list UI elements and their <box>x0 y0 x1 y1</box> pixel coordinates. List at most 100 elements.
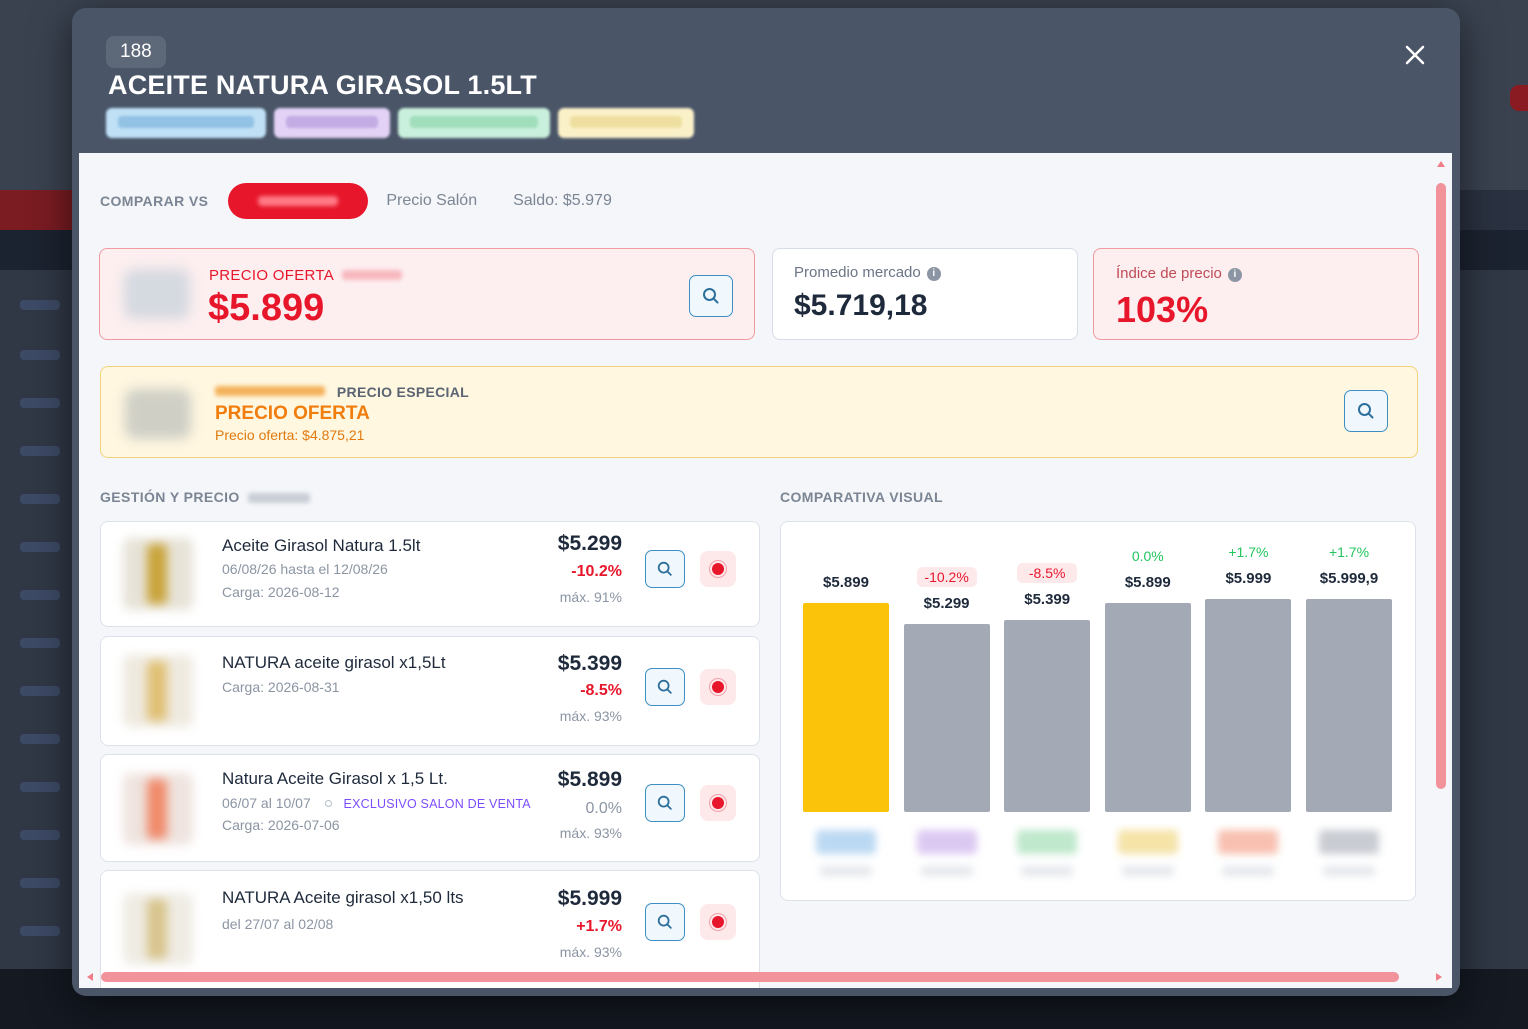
offer-label: PRECIO OFERTA <box>209 267 335 284</box>
tag-4[interactable] <box>558 108 694 138</box>
item-pct: -8.5% <box>580 682 622 699</box>
bar-value-label: $5.999,9 <box>1319 570 1379 587</box>
legend-item <box>1117 830 1178 854</box>
price-index-card: Índice de precio i 103% <box>1093 248 1419 340</box>
product-modal: 188 ACEITE NATURA GIRASOL 1.5LT COMPARAR… <box>72 8 1460 996</box>
list-item[interactable]: Aceite Girasol Natura 1.5lt 06/08/26 has… <box>100 521 760 627</box>
list-item[interactable]: Natura Aceite Girasol x 1,5 Lt. 06/07 al… <box>100 754 760 862</box>
remove-icon[interactable] <box>700 551 736 587</box>
list-item[interactable]: NATURA aceite girasol x1,5Lt Carga: 2026… <box>100 636 760 746</box>
remove-icon[interactable] <box>700 669 736 705</box>
search-icon[interactable] <box>1344 390 1388 432</box>
exclusive-badge: EXCLUSIVO SALON DE VENTA <box>343 797 531 811</box>
item-max: máx. 93% <box>559 944 622 960</box>
offer-price-card: PRECIO OFERTA $5.899 <box>99 248 755 340</box>
search-icon[interactable] <box>645 903 685 941</box>
search-icon[interactable] <box>645 784 685 822</box>
bar-pct-label: -10.2% <box>916 567 977 587</box>
item-load: Carga: 2026-08-12 <box>222 584 340 600</box>
product-thumbnail <box>123 893 193 965</box>
product-thumbnail <box>123 655 193 727</box>
chart-area: $5.899 $5.299 -10.2% $5.399 -8.5% $5.899 0.0% $… <box>781 522 1415 900</box>
tag-2[interactable] <box>274 108 390 138</box>
market-average-value: $5.719,18 <box>794 289 928 322</box>
product-id-badge: 188 <box>106 36 166 68</box>
item-price: $5.299 <box>557 532 622 555</box>
tag-3[interactable] <box>398 108 550 138</box>
chart-bar <box>803 603 889 812</box>
promo-tag-blur <box>215 386 325 396</box>
special-label: PRECIO ESPECIAL <box>336 384 469 400</box>
product-thumbnail <box>123 538 193 610</box>
special-thumbnail <box>125 389 191 439</box>
item-max: máx. 93% <box>559 708 622 724</box>
bar-value-label: $5.899 <box>1124 574 1171 591</box>
item-pct: +1.7% <box>576 918 622 935</box>
market-average-label: Promedio mercado <box>794 264 921 281</box>
search-icon[interactable] <box>645 668 685 706</box>
remove-icon[interactable] <box>700 785 736 821</box>
item-dates: 06/08/26 hasta el 12/08/26 <box>222 561 388 577</box>
offer-price: $5.899 <box>208 287 325 329</box>
bar-pct-label: -8.5% <box>1017 563 1078 583</box>
item-load: Carga: 2026-07-06 <box>222 817 340 833</box>
chart-bar <box>903 624 990 812</box>
bar-pct-label: +1.7% <box>1328 544 1370 560</box>
vertical-scrollbar[interactable] <box>1436 161 1446 981</box>
legend-item <box>816 830 876 854</box>
legend-sublabel <box>1222 866 1275 876</box>
legend-item <box>1218 830 1279 854</box>
item-pct: -10.2% <box>571 563 622 580</box>
bar-pct-label: 0.0% <box>1131 548 1164 564</box>
item-name: NATURA Aceite girasol x1,50 lts <box>222 888 464 907</box>
dot-separator <box>324 800 332 807</box>
offer-label-blur <box>342 270 403 280</box>
chart-bar <box>1205 599 1292 812</box>
compare-option-salon[interactable]: Precio Salón <box>386 192 478 209</box>
close-icon[interactable] <box>1400 40 1430 70</box>
remove-icon[interactable] <box>700 904 736 940</box>
modal-body: COMPARAR VS Precio Salón Saldo: $5.979 P… <box>79 153 1452 988</box>
bar-value-label: $5.999 <box>1225 570 1272 587</box>
info-icon[interactable]: i <box>1227 268 1242 282</box>
bar-value-label: $5.399 <box>1024 591 1071 608</box>
compare-row: COMPARAR VS Precio Salón Saldo: $5.979 <box>100 181 648 221</box>
price-index-value: 103% <box>1116 289 1209 330</box>
item-name: Aceite Girasol Natura 1.5lt <box>222 536 421 555</box>
item-load: Carga: 2026-08-31 <box>222 679 340 695</box>
item-price: $5.899 <box>557 768 622 791</box>
background-accent-bar <box>0 190 80 230</box>
special-price-card: PRECIO ESPECIAL PRECIO OFERTA Precio ofe… <box>100 366 1418 458</box>
legend-item <box>916 830 977 854</box>
compare-option-saldo[interactable]: Saldo: $5.979 <box>513 192 612 209</box>
price-index-label: Índice de precio <box>1116 265 1222 282</box>
chart-bar <box>1004 620 1091 812</box>
item-max: máx. 91% <box>559 589 622 605</box>
item-max: máx. 93% <box>559 825 622 841</box>
legend-sublabel <box>820 866 872 876</box>
info-icon[interactable]: i <box>926 267 941 281</box>
bar-pct-label: +1.7% <box>1228 544 1269 560</box>
item-dates: 06/07 al 10/07 EXCLUSIVO SALON DE VENTA <box>222 795 531 811</box>
product-title: ACEITE NATURA GIRASOL 1.5LT <box>108 70 537 100</box>
horizontal-scrollbar[interactable] <box>87 972 1442 982</box>
comparativa-title: COMPARATIVA VISUAL <box>780 489 944 505</box>
item-pct: 0.0% <box>585 800 622 817</box>
bar-value-label: $5.299 <box>923 595 970 612</box>
special-subtitle: Precio oferta: $4.875,21 <box>215 427 365 443</box>
product-tags <box>106 108 694 138</box>
legend-sublabel <box>1323 866 1375 876</box>
item-name: Natura Aceite Girasol x 1,5 Lt. <box>222 769 448 788</box>
compare-option-active[interactable] <box>228 183 369 219</box>
offer-thumbnail <box>124 269 190 319</box>
special-title: PRECIO OFERTA <box>215 403 370 424</box>
chart-bar <box>1104 603 1191 812</box>
search-icon[interactable] <box>645 550 685 588</box>
comparativa-chart: $5.899 $5.299 -10.2% $5.399 -8.5% $5.899 0.0% $… <box>780 521 1416 901</box>
tag-1[interactable] <box>106 108 266 138</box>
item-name: NATURA aceite girasol x1,5Lt <box>222 653 446 672</box>
bar-value-label: $5.899 <box>823 574 869 591</box>
list-item[interactable]: NATURA Aceite girasol x1,50 lts del 27/0… <box>100 870 760 988</box>
search-icon[interactable] <box>689 275 733 317</box>
legend-sublabel <box>1021 866 1074 876</box>
